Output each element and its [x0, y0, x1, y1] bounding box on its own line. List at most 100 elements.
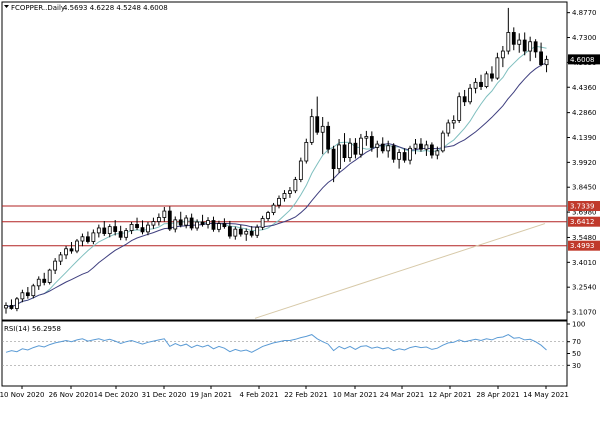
candle-body	[238, 228, 243, 235]
rsi-label: RSI(14) 56.2958	[4, 325, 61, 333]
candle-body	[4, 305, 8, 309]
candle-body	[451, 120, 456, 124]
y-tick-label: 4.8770	[572, 9, 597, 17]
candle-body	[544, 58, 549, 66]
candle-body	[42, 278, 47, 283]
symbol-label: FCOPPER..Daily	[11, 4, 65, 12]
x-tick-label: 4 Feb 2021	[239, 391, 278, 399]
candle-body	[342, 144, 347, 159]
x-tick-label: 28 Apr 2021	[476, 391, 519, 399]
candle-body	[20, 292, 25, 300]
y-tick-label: 3.6980	[572, 209, 597, 217]
x-tick-label: 31 Dec 2020	[142, 391, 187, 399]
candle-body	[446, 122, 451, 134]
candle-body	[315, 116, 320, 133]
candle-body	[189, 217, 194, 229]
x-tick-label: 26 Nov 2020	[49, 391, 94, 399]
y-tick-label: 4.1390	[572, 134, 597, 142]
y-tick-label: 3.5480	[572, 234, 597, 242]
candle-body	[178, 219, 183, 226]
candle-body	[31, 285, 36, 297]
candle-body	[309, 116, 314, 143]
last-price-tag: 4.6008	[570, 56, 595, 64]
x-tick-label: 14 May 2021	[523, 391, 569, 399]
y-tick-label: 3.4010	[572, 259, 597, 267]
rsi-tick-label: 70	[572, 338, 581, 346]
rsi-line	[5, 334, 547, 353]
candle-body	[206, 220, 210, 225]
y-tick-label: 3.1070	[572, 309, 597, 317]
candle-body	[375, 143, 380, 148]
candle-body	[211, 220, 216, 230]
candle-body	[353, 142, 358, 155]
y-tick-label: 3.2540	[572, 284, 597, 292]
candle-body	[402, 152, 407, 161]
candle-body	[140, 227, 145, 233]
candle-body	[113, 226, 118, 232]
candle-body	[277, 197, 281, 206]
candle-body	[96, 227, 101, 234]
x-tick-label: 19 Jan 2021	[190, 391, 232, 399]
moving-average-fast	[5, 45, 547, 308]
candle-body	[64, 248, 68, 256]
candle-body	[304, 141, 309, 162]
candle-body	[91, 232, 96, 242]
candle-body	[473, 81, 478, 89]
candle-body	[266, 212, 270, 219]
moving-average-long	[254, 223, 546, 319]
candle-body	[348, 142, 352, 159]
candle-body	[468, 87, 473, 103]
candle-body	[233, 228, 238, 237]
candle-body	[539, 51, 543, 65]
candle-body	[435, 150, 440, 156]
y-tick-label: 4.2860	[572, 109, 597, 117]
candle-body	[522, 39, 527, 52]
candle-body	[227, 226, 232, 237]
candle-body	[260, 218, 265, 228]
level-price-tag-bg	[568, 216, 600, 227]
candle-body	[118, 231, 123, 238]
last-price-tag-bg	[568, 54, 600, 65]
y-tick-label: 4.7300	[572, 34, 597, 42]
candle-body	[462, 96, 467, 103]
candle-body	[53, 260, 58, 271]
candle-body	[107, 226, 112, 234]
candle-body	[156, 217, 161, 222]
x-tick-label: 14 Dec 2020	[94, 391, 139, 399]
candle-body	[457, 96, 462, 121]
candle-body	[391, 145, 396, 160]
rsi-tick-label: 50	[572, 350, 581, 358]
candle-body	[364, 136, 369, 139]
level-price-tag-bg	[568, 201, 600, 212]
chevron-down-icon[interactable]	[4, 5, 9, 8]
candle-body	[528, 41, 533, 52]
candle-body	[129, 224, 134, 231]
candle-body	[380, 143, 385, 152]
candle-body	[173, 219, 178, 230]
candle-body	[36, 278, 41, 287]
candle-body	[217, 223, 221, 230]
candle-body	[326, 125, 331, 150]
candle-body	[440, 132, 445, 152]
candle-body	[75, 240, 79, 252]
candle-body	[102, 227, 107, 234]
candle-body	[533, 41, 538, 53]
candle-body	[47, 269, 52, 283]
rsi-pane-frame	[1, 320, 568, 387]
candle-body	[15, 298, 19, 309]
price-pane-frame	[1, 1, 568, 321]
candle-body	[244, 230, 249, 235]
candle-body	[184, 217, 189, 226]
candle-body	[222, 223, 227, 228]
candle-body	[386, 145, 391, 152]
candle-body	[484, 73, 489, 87]
candle-body	[408, 147, 412, 161]
candle-body	[293, 179, 298, 192]
candle-body	[358, 137, 363, 155]
candle-body	[500, 50, 505, 59]
rsi-tick-label: 100	[572, 321, 585, 329]
candle-body	[200, 221, 205, 225]
candle-body	[151, 221, 156, 226]
candle-body	[146, 224, 150, 233]
candle-body	[25, 292, 30, 297]
